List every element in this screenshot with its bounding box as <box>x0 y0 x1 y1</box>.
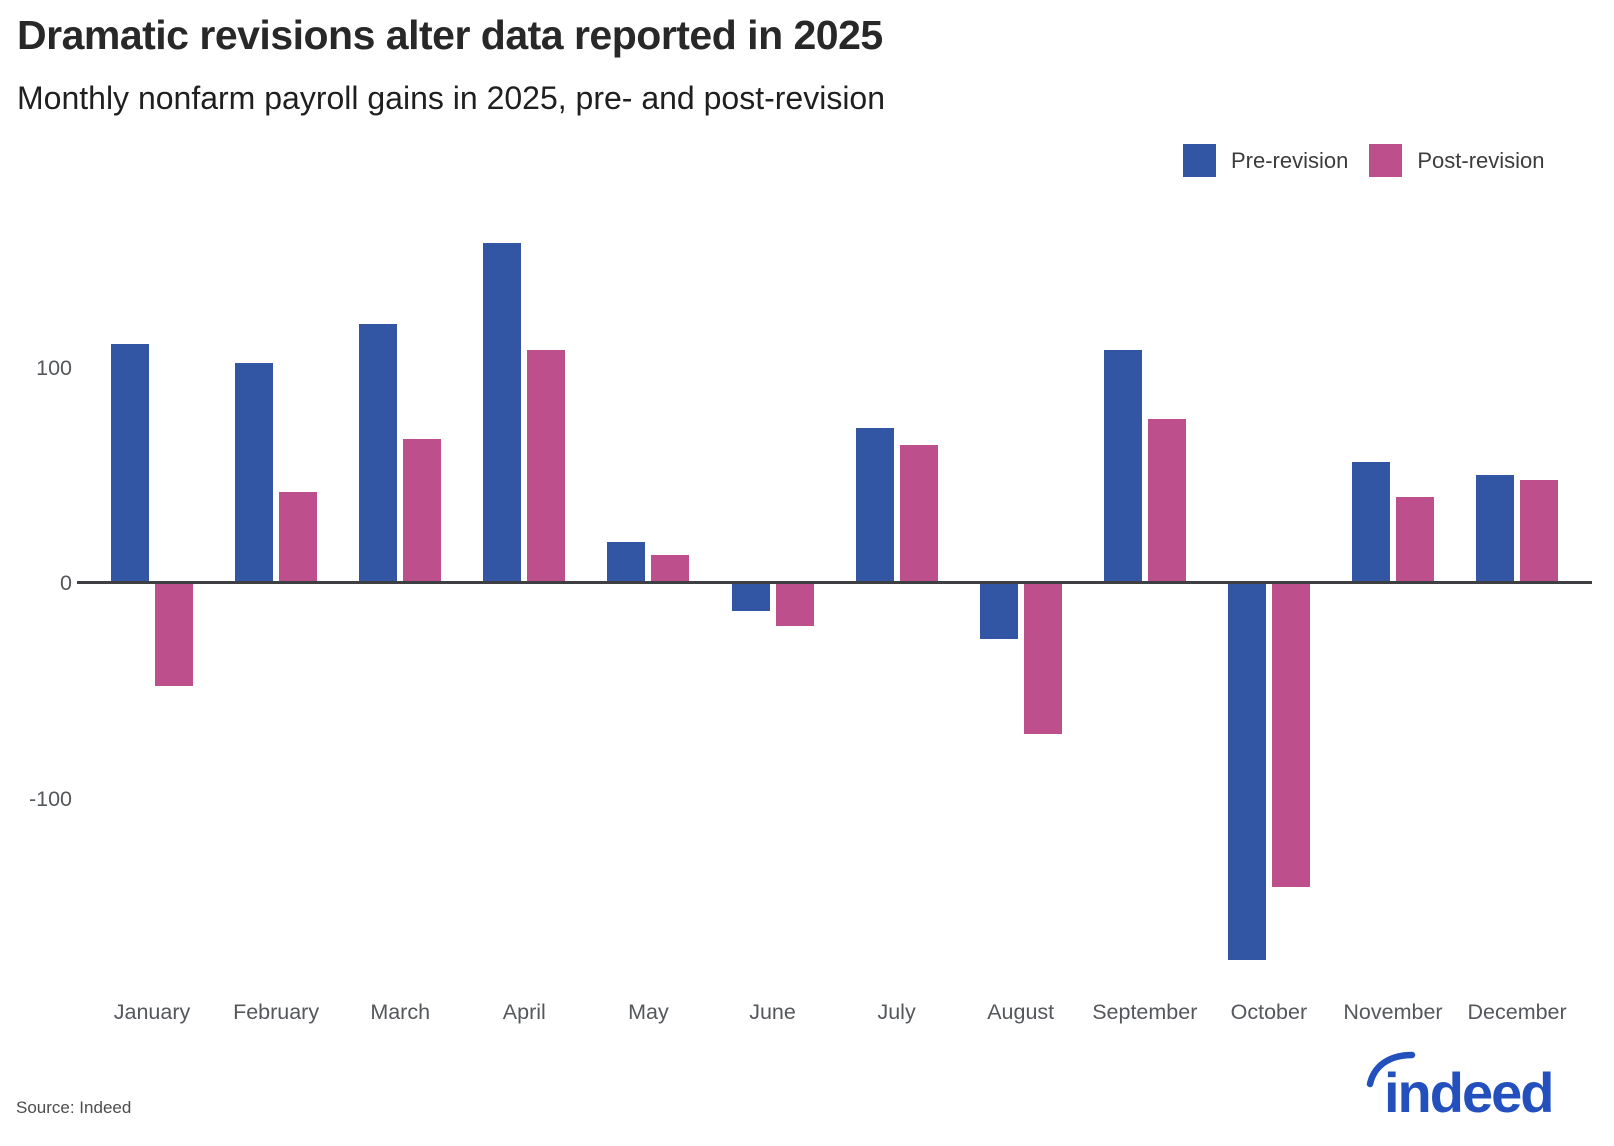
x-axis-label-october: October <box>1230 1000 1308 1024</box>
pre-revision-bar-may <box>607 542 646 583</box>
post-revision-bar-july <box>899 445 938 583</box>
legend: Pre-revision Post-revision <box>1183 144 1545 177</box>
x-axis-label-november: November <box>1343 1000 1443 1024</box>
pre-revision-swatch-icon <box>1183 144 1216 177</box>
y-axis-tick-100: 100 <box>36 355 72 380</box>
x-axis-label-august: August <box>987 1000 1055 1024</box>
x-axis-label-april: April <box>502 1000 546 1024</box>
pre-revision-bar-march <box>359 324 398 583</box>
y-axis-tick--100: -100 <box>28 786 72 811</box>
chart-subtitle: Monthly nonfarm payroll gains in 2025, p… <box>17 80 886 116</box>
legend-label-pre-revision: Pre-revision <box>1231 148 1349 173</box>
x-axis-label-january: January <box>113 1000 191 1024</box>
post-revision-bar-april <box>527 350 566 583</box>
x-axis-label-june: June <box>749 1000 796 1024</box>
x-axis-label-december: December <box>1467 1000 1567 1024</box>
post-revision-bar-december <box>1520 479 1559 583</box>
legend-item-pre-revision: Pre-revision <box>1183 144 1348 177</box>
x-axis-label-march: March <box>370 1000 431 1024</box>
pre-revision-bar-june <box>731 583 770 611</box>
pre-revision-bar-february <box>235 363 274 583</box>
logo-wordmark: indeed <box>1384 1061 1552 1124</box>
chart-title: Dramatic revisions alter data reported i… <box>17 12 883 58</box>
x-axis-label-july: July <box>877 1000 916 1024</box>
legend-label-post-revision: Post-revision <box>1417 148 1545 173</box>
logo-swoosh-icon <box>1366 1051 1416 1088</box>
pre-revision-bar-april <box>483 242 522 583</box>
zero-axis-line <box>77 581 1592 584</box>
pre-revision-bar-january <box>111 343 149 583</box>
post-revision-bar-may <box>651 554 690 583</box>
x-axis-label-may: May <box>628 1000 669 1024</box>
post-revision-bar-august <box>1023 583 1062 734</box>
x-axis-label-september: September <box>1092 1000 1198 1024</box>
post-revision-bar-february <box>279 492 318 583</box>
post-revision-bar-june <box>775 583 814 627</box>
pre-revision-bar-november <box>1352 462 1390 583</box>
post-revision-bar-september <box>1147 419 1186 583</box>
pre-revision-bar-september <box>1103 350 1142 583</box>
pre-revision-bar-august <box>979 583 1018 640</box>
pre-revision-bar-july <box>855 427 894 583</box>
y-axis-tick-0: 0 <box>60 571 72 595</box>
post-revision-bar-november <box>1396 496 1434 583</box>
pre-revision-bar-october <box>1227 583 1266 961</box>
source-note: Source: Indeed <box>16 1098 132 1117</box>
indeed-logo: indeed <box>1360 1044 1584 1124</box>
x-axis-label-february: February <box>233 1000 320 1024</box>
pre-revision-bar-december <box>1476 475 1515 583</box>
post-revision-bar-january <box>155 583 193 687</box>
post-revision-bar-march <box>403 438 442 583</box>
post-revision-swatch-icon <box>1369 144 1403 177</box>
post-revision-bar-october <box>1271 583 1310 887</box>
legend-item-post-revision: Post-revision <box>1369 144 1545 177</box>
